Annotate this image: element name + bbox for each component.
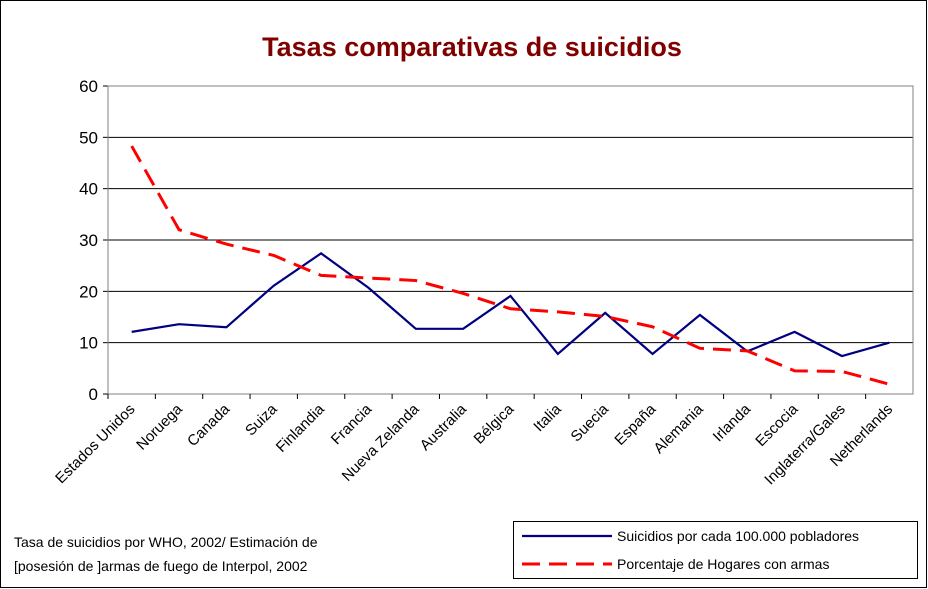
y-tick-label: 10 xyxy=(79,334,98,353)
plot-border xyxy=(107,85,914,395)
series-line xyxy=(131,252,890,358)
y-tick-label: 30 xyxy=(79,231,98,250)
y-tick-label: 20 xyxy=(79,282,98,301)
series-line xyxy=(130,145,890,386)
legend-label: Porcentaje de Hogares con armas xyxy=(617,556,829,572)
y-tick-label: 60 xyxy=(79,77,98,96)
annotation: Tasa de suicidios por WHO, 2002/ Estimac… xyxy=(14,534,318,550)
y-tick-label: 40 xyxy=(79,180,98,199)
legend-label: Suicidios por cada 100.000 pobladores xyxy=(617,528,859,544)
legend-box xyxy=(513,521,918,579)
chart-title: Tasas comparativas de suicidios xyxy=(262,32,682,62)
y-tick-label: 0 xyxy=(89,385,98,404)
annotation: [posesión de ]armas de fuego de Interpol… xyxy=(14,558,308,574)
y-tick-label: 50 xyxy=(79,128,98,147)
